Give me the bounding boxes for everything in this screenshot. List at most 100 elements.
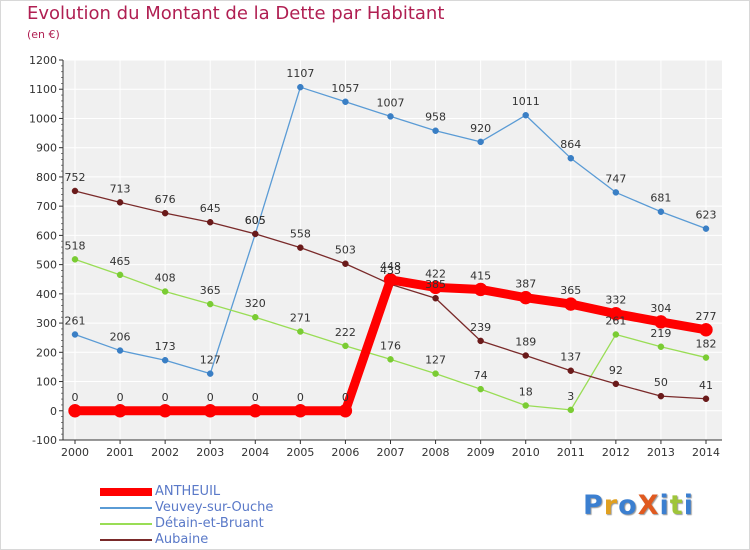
data-point-aubaine	[702, 395, 710, 403]
data-label-antheuil: 415	[470, 269, 491, 282]
data-label-aubaine: 558	[290, 228, 311, 241]
data-label-d-tain-et-bruant: 74	[474, 369, 488, 382]
data-label-aubaine: 92	[609, 364, 623, 377]
data-point-veuvey-sur-ouche	[657, 208, 665, 215]
data-point-aubaine	[432, 294, 439, 302]
data-point-aubaine	[206, 218, 214, 226]
data-point-veuvey-sur-ouche	[567, 154, 575, 162]
data-label-antheuil: 0	[297, 391, 304, 404]
data-label-veuvey-sur-ouche: 1011	[512, 95, 540, 108]
x-tick-label: 2005	[286, 446, 314, 459]
data-label-veuvey-sur-ouche: 206	[110, 331, 131, 344]
data-label-d-tain-et-bruant: 127	[425, 354, 446, 367]
data-label-antheuil: 332	[605, 294, 626, 307]
x-tick-label: 2006	[331, 446, 359, 459]
logo-letter: o	[618, 490, 638, 521]
legend-item-detain[interactable]: Détain-et-Bruant	[100, 516, 400, 533]
x-tick-label: 2014	[692, 446, 720, 459]
data-point-aubaine	[612, 380, 620, 388]
x-tick-label: 2007	[377, 446, 405, 459]
data-point-d-tain-et-bruant	[702, 354, 710, 361]
y-tick-label: 800	[36, 171, 57, 184]
data-label-antheuil: 0	[72, 391, 79, 404]
data-point-antheuil	[203, 404, 217, 418]
series-layer	[68, 83, 713, 418]
data-label-d-tain-et-bruant: 518	[65, 239, 86, 252]
logo-letter: i	[659, 490, 670, 521]
data-label-veuvey-sur-ouche: 127	[200, 354, 221, 367]
data-point-d-tain-et-bruant	[206, 300, 214, 308]
y-tick-label: -100	[32, 434, 57, 447]
logo-letter: t	[669, 490, 684, 521]
plot-area	[63, 60, 722, 440]
data-point-antheuil	[518, 290, 533, 305]
data-point-veuvey-sur-ouche	[432, 127, 439, 134]
data-point-aubaine	[297, 244, 304, 251]
y-tick-label: 300	[36, 317, 57, 330]
data-label-d-tain-et-bruant: 465	[110, 255, 131, 268]
data-label-aubaine: 385	[425, 278, 446, 291]
data-point-d-tain-et-bruant	[432, 370, 439, 377]
data-point-aubaine	[657, 392, 665, 400]
data-label-veuvey-sur-ouche: 864	[560, 138, 581, 151]
data-point-antheuil	[248, 404, 263, 418]
data-point-aubaine	[71, 187, 79, 195]
data-point-d-tain-et-bruant	[657, 343, 665, 351]
legend-swatch-veuvey	[100, 507, 152, 509]
data-label-d-tain-et-bruant: 18	[519, 386, 533, 399]
data-point-veuvey-sur-ouche	[71, 331, 79, 338]
data-label-aubaine: 605	[245, 214, 266, 227]
legend-item-veuvey[interactable]: Veuvey-sur-Ouche	[100, 500, 400, 517]
data-label-veuvey-sur-ouche: 623	[696, 209, 717, 222]
x-tick-label: 2009	[467, 446, 495, 459]
legend-swatch-antheuil	[100, 488, 152, 496]
x-tick-label: 2004	[241, 446, 269, 459]
data-point-veuvey-sur-ouche	[297, 83, 304, 91]
data-point-aubaine	[116, 199, 124, 206]
data-label-antheuil: 422	[425, 267, 446, 280]
y-tick-label: 700	[36, 200, 57, 213]
data-label-d-tain-et-bruant: 222	[335, 326, 356, 339]
data-point-antheuil	[609, 306, 623, 321]
data-label-antheuil: 277	[696, 310, 717, 323]
data-point-aubaine	[342, 260, 349, 267]
data-label-antheuil: 0	[117, 391, 124, 404]
data-point-d-tain-et-bruant	[387, 356, 394, 363]
data-point-d-tain-et-bruant	[252, 313, 259, 321]
y-tick-label: 600	[36, 229, 57, 242]
data-label-aubaine: 503	[335, 244, 356, 257]
x-tick-label: 2011	[557, 446, 585, 459]
data-label-antheuil: 387	[515, 278, 536, 291]
data-label-d-tain-et-bruant: 320	[245, 297, 266, 310]
data-label-aubaine: 41	[699, 379, 713, 392]
data-labels: 0 0 0 0 0 0 0 448 422 415 387 365 332 304 277 261 206 173…	[65, 67, 717, 404]
data-label-veuvey-sur-ouche: 173	[155, 340, 176, 353]
data-point-d-tain-et-bruant	[342, 342, 349, 350]
legend-label: ANTHEUIL	[155, 484, 221, 499]
logo-letter: r	[603, 490, 619, 521]
chart-subtitle: (en €)	[27, 28, 60, 41]
legend-item-antheuil[interactable]: ANTHEUIL	[100, 484, 400, 501]
data-point-veuvey-sur-ouche	[116, 347, 124, 354]
data-label-d-tain-et-bruant: 271	[290, 312, 311, 325]
data-point-antheuil	[473, 282, 488, 297]
data-label-veuvey-sur-ouche: 261	[65, 314, 86, 327]
legend-label: Veuvey-sur-Ouche	[155, 500, 274, 515]
y-tick-label: 400	[36, 288, 57, 301]
data-label-d-tain-et-bruant: 219	[650, 327, 671, 340]
legend-label: Aubaine	[155, 532, 209, 547]
data-label-aubaine: 189	[515, 336, 536, 349]
data-label-antheuil: 0	[252, 391, 259, 404]
data-point-antheuil	[338, 404, 353, 418]
plot-background	[63, 60, 722, 440]
x-tick-label: 2002	[151, 446, 179, 459]
legend-item-aubaine[interactable]: Aubaine	[100, 532, 400, 549]
data-label-aubaine: 752	[65, 171, 86, 184]
y-tick-label: 0	[50, 405, 57, 418]
data-label-veuvey-sur-ouche: 1107	[286, 67, 314, 80]
data-point-veuvey-sur-ouche	[477, 138, 484, 146]
data-point-veuvey-sur-ouche	[342, 98, 349, 106]
data-point-veuvey-sur-ouche	[612, 189, 620, 196]
logo-letter: P	[583, 490, 604, 521]
